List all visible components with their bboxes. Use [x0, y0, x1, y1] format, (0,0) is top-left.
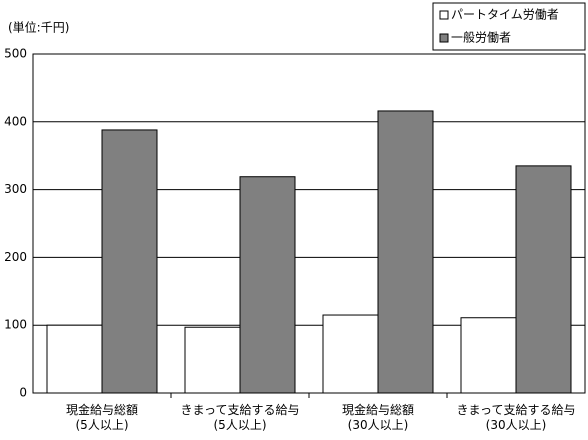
bar	[239, 176, 296, 394]
x-tick-label: きまって支給する給与 (5人以上)	[180, 403, 300, 432]
y-tick-label: 0	[19, 386, 27, 400]
x-tick-label: 現金給与総額 (30人以上)	[341, 403, 414, 432]
x-tick-label: 現金給与総額 (5人以上)	[65, 403, 138, 432]
bar	[460, 317, 517, 394]
x-tick-label: きまって支給する給与 (30人以上)	[456, 403, 576, 432]
legend-label: パートタイム労働者	[451, 8, 559, 22]
y-tick-label: 200	[4, 250, 27, 264]
bar	[377, 110, 434, 394]
bar	[515, 165, 572, 394]
bar	[101, 129, 158, 394]
y-tick-label: 500	[4, 47, 27, 61]
legend-label: 一般労働者	[451, 30, 511, 45]
y-tick-label: 400	[4, 114, 27, 128]
bar	[46, 324, 103, 394]
y-tick-label: 300	[4, 182, 27, 196]
legend-swatch	[439, 10, 449, 20]
bar	[184, 326, 241, 394]
y-tick-label: 100	[4, 318, 27, 332]
unit-label: (単位:千円)	[8, 20, 69, 35]
legend-box	[432, 2, 586, 51]
legend-swatch	[439, 33, 449, 43]
bar	[322, 314, 379, 394]
